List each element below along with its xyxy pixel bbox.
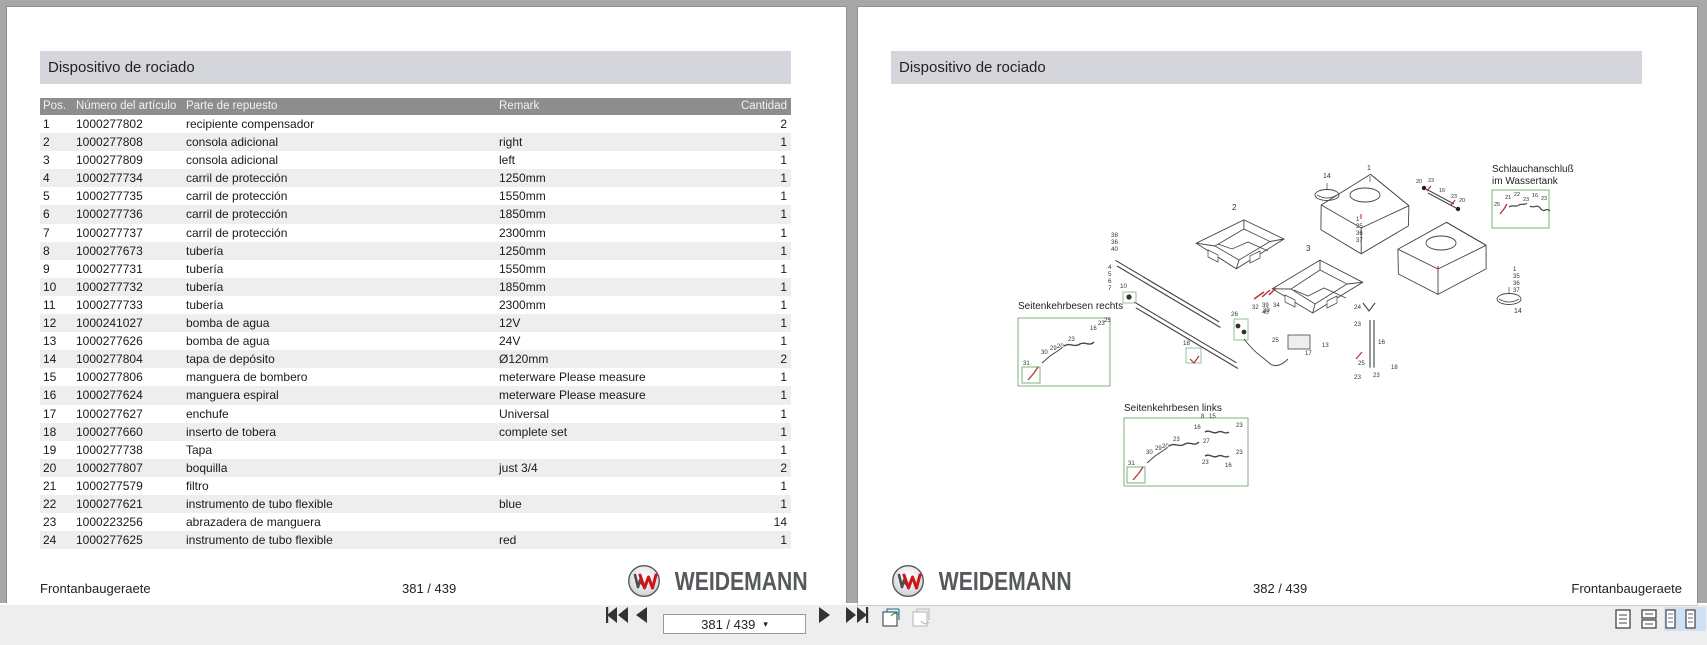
svg-text:38: 38	[1111, 232, 1119, 239]
svg-text:30: 30	[1146, 450, 1153, 456]
svg-text:23: 23	[1451, 194, 1457, 200]
svg-text:23: 23	[1428, 178, 1434, 184]
svg-text:25: 25	[1104, 318, 1111, 324]
svg-text:20: 20	[1416, 179, 1422, 185]
svg-text:18: 18	[1391, 365, 1398, 371]
svg-text:7: 7	[1108, 285, 1112, 292]
svg-text:17: 17	[1305, 351, 1312, 357]
svg-text:23: 23	[1523, 197, 1529, 203]
svg-text:15: 15	[1209, 414, 1216, 420]
svg-text:26: 26	[1231, 311, 1239, 318]
svg-text:31: 31	[1023, 361, 1030, 367]
svg-text:13: 13	[1322, 343, 1329, 349]
svg-text:23: 23	[1373, 373, 1380, 379]
svg-text:16: 16	[1090, 326, 1097, 332]
svg-text:23: 23	[1202, 460, 1209, 466]
svg-text:32: 32	[1252, 305, 1259, 311]
svg-text:35: 35	[1513, 274, 1520, 280]
svg-text:20: 20	[1162, 444, 1169, 450]
svg-text:18: 18	[1183, 340, 1191, 347]
svg-text:25: 25	[1358, 361, 1365, 367]
svg-text:34: 34	[1273, 303, 1280, 309]
svg-text:10: 10	[1120, 283, 1128, 290]
svg-text:16: 16	[1225, 463, 1232, 469]
svg-text:39: 39	[1262, 303, 1269, 309]
svg-text:36: 36	[1513, 281, 1520, 287]
svg-text:23: 23	[1354, 321, 1362, 328]
svg-text:37: 37	[1356, 238, 1363, 244]
svg-text:2: 2	[1232, 203, 1237, 212]
svg-text:31: 31	[1128, 461, 1135, 467]
svg-text:20: 20	[1057, 344, 1064, 350]
svg-text:30: 30	[1041, 350, 1048, 356]
svg-text:4: 4	[1108, 264, 1112, 271]
svg-text:36: 36	[1356, 231, 1363, 237]
svg-text:35: 35	[1356, 224, 1363, 230]
svg-text:23: 23	[1173, 437, 1180, 443]
svg-text:40: 40	[1111, 246, 1119, 253]
svg-text:16: 16	[1378, 339, 1386, 346]
svg-text:Seitenkehrbesen links: Seitenkehrbesen links	[1124, 403, 1222, 414]
svg-text:Schlauchanschluß: Schlauchanschluß	[1492, 164, 1574, 175]
svg-text:27: 27	[1203, 439, 1210, 445]
svg-text:37: 37	[1513, 288, 1520, 294]
svg-text:21: 21	[1505, 195, 1511, 201]
svg-text:1: 1	[1367, 165, 1371, 172]
svg-text:22: 22	[1514, 192, 1520, 198]
svg-text:Seitenkehrbesen rechts: Seitenkehrbesen rechts	[1018, 301, 1123, 312]
svg-text:5: 5	[1108, 271, 1112, 278]
svg-text:16: 16	[1439, 188, 1445, 194]
svg-text:3: 3	[1306, 244, 1311, 253]
svg-text:23: 23	[1236, 423, 1243, 429]
svg-text:16: 16	[1194, 425, 1201, 431]
svg-text:25: 25	[1272, 338, 1279, 344]
svg-text:14: 14	[1514, 308, 1522, 315]
svg-text:20: 20	[1459, 198, 1465, 204]
svg-text:im Wassertank: im Wassertank	[1492, 176, 1559, 187]
svg-text:16: 16	[1532, 193, 1538, 199]
svg-text:6: 6	[1108, 278, 1112, 285]
svg-text:23: 23	[1541, 196, 1547, 202]
svg-text:23: 23	[1354, 374, 1362, 381]
svg-text:25: 25	[1494, 202, 1500, 208]
svg-text:40: 40	[1262, 310, 1269, 316]
svg-text:23: 23	[1068, 337, 1075, 343]
svg-text:8: 8	[1201, 414, 1205, 420]
svg-text:24: 24	[1354, 304, 1362, 311]
svg-text:1: 1	[1513, 267, 1517, 273]
svg-text:14: 14	[1323, 173, 1331, 180]
svg-text:36: 36	[1111, 239, 1119, 246]
svg-text:23: 23	[1236, 450, 1243, 456]
